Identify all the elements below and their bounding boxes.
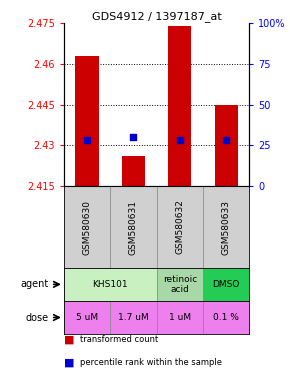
Bar xyxy=(64,268,157,301)
Text: transformed count: transformed count xyxy=(80,335,158,344)
Point xyxy=(224,137,229,143)
Text: dose: dose xyxy=(26,313,49,323)
Text: ■: ■ xyxy=(64,335,74,345)
Text: percentile rank within the sample: percentile rank within the sample xyxy=(80,358,222,367)
Text: 0.1 %: 0.1 % xyxy=(213,313,239,322)
Bar xyxy=(157,268,203,301)
Text: GSM580633: GSM580633 xyxy=(222,200,231,255)
Bar xyxy=(110,301,157,334)
Text: 1.7 uM: 1.7 uM xyxy=(118,313,149,322)
Point xyxy=(177,137,182,143)
Text: DMSO: DMSO xyxy=(213,280,240,289)
Bar xyxy=(157,301,203,334)
Bar xyxy=(64,301,110,334)
Text: agent: agent xyxy=(21,280,49,290)
Point xyxy=(85,137,89,143)
Text: GSM580631: GSM580631 xyxy=(129,200,138,255)
Text: retinoic
acid: retinoic acid xyxy=(163,275,197,294)
Bar xyxy=(122,156,145,186)
Text: KHS101: KHS101 xyxy=(93,280,128,289)
Bar xyxy=(215,104,238,186)
Bar xyxy=(168,26,191,186)
Text: 1 uM: 1 uM xyxy=(169,313,191,322)
Bar xyxy=(203,301,249,334)
Text: GSM580632: GSM580632 xyxy=(175,200,184,255)
Bar xyxy=(203,268,249,301)
Text: GSM580630: GSM580630 xyxy=(82,200,92,255)
Point xyxy=(131,134,136,140)
Text: 5 uM: 5 uM xyxy=(76,313,98,322)
Title: GDS4912 / 1397187_at: GDS4912 / 1397187_at xyxy=(92,11,222,22)
Bar xyxy=(75,56,99,186)
Text: ■: ■ xyxy=(64,358,74,368)
